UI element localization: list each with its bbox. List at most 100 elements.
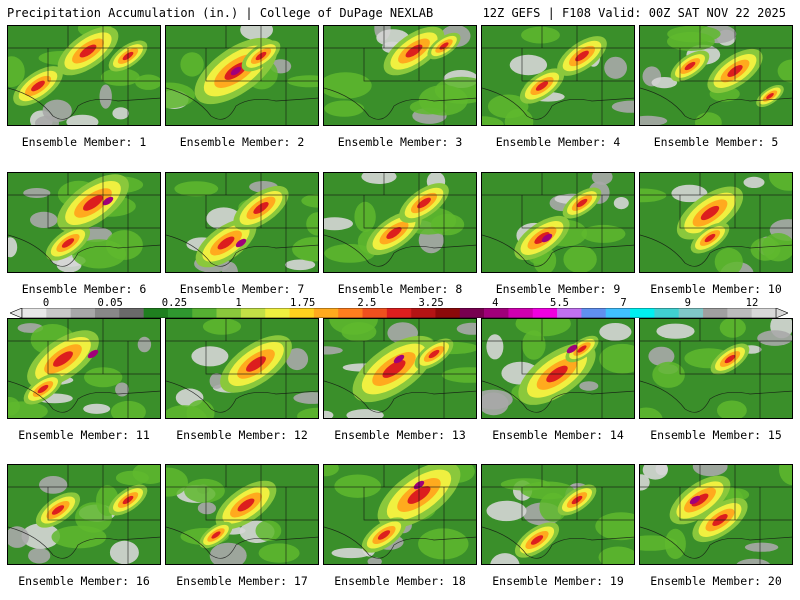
colorbar-swatch bbox=[338, 308, 363, 318]
ensemble-member-map bbox=[481, 464, 635, 565]
ensemble-member-label: Ensemble Member: 9 bbox=[495, 282, 621, 296]
colorbar-tick-label: 12 bbox=[745, 297, 759, 309]
precip-map-graphic bbox=[640, 26, 792, 125]
colorbar-tick-label: 5.5 bbox=[550, 297, 569, 309]
colorbar-tick-label: 2.5 bbox=[357, 297, 377, 309]
ensemble-member-map bbox=[639, 25, 793, 126]
ensemble-member-map bbox=[165, 318, 319, 419]
colorbar-swatch bbox=[703, 308, 728, 318]
colorbar-swatch bbox=[557, 308, 582, 318]
ensemble-member-label: Ensemble Member: 11 bbox=[18, 428, 150, 442]
ensemble-member-map bbox=[481, 25, 635, 126]
precip-map-graphic bbox=[166, 26, 318, 125]
ensemble-member-label: Ensemble Member: 12 bbox=[176, 428, 308, 442]
precip-map-graphic bbox=[166, 465, 318, 564]
ensemble-member-label: Ensemble Member: 7 bbox=[179, 282, 305, 296]
colorbar-swatch bbox=[289, 308, 315, 318]
ensemble-member-label: Ensemble Member: 10 bbox=[650, 282, 782, 296]
colorbar-swatch bbox=[484, 308, 509, 318]
ensemble-member-label: Ensemble Member: 16 bbox=[18, 574, 150, 588]
colorbar-swatch bbox=[678, 308, 704, 318]
colorbar-tick-label: 0.05 bbox=[97, 297, 123, 309]
precip-map-graphic bbox=[324, 319, 476, 418]
colorbar-swatch bbox=[508, 308, 534, 318]
colorbar-swatch bbox=[119, 308, 144, 318]
precip-map-graphic bbox=[324, 465, 476, 564]
colorbar-swatch bbox=[630, 308, 655, 318]
colorbar-swatch bbox=[581, 308, 607, 318]
colorbar-swatch bbox=[313, 308, 339, 318]
ensemble-member-map bbox=[7, 25, 161, 126]
precip-map-graphic bbox=[640, 173, 792, 272]
precip-colorbar bbox=[10, 308, 788, 318]
colorbar-swatch bbox=[143, 308, 169, 318]
ensemble-member-map bbox=[481, 172, 635, 273]
colorbar-swatch bbox=[240, 308, 266, 318]
ensemble-member-map bbox=[165, 464, 319, 565]
precip-map-graphic bbox=[324, 173, 476, 272]
ensemble-member-map bbox=[639, 464, 793, 565]
ensemble-member-label: Ensemble Member: 15 bbox=[650, 428, 782, 442]
ensemble-member-label: Ensemble Member: 6 bbox=[21, 282, 147, 296]
ensemble-member-map bbox=[323, 464, 477, 565]
map-title: Precipitation Accumulation (in.) | Colle… bbox=[7, 6, 434, 20]
colorbar-tick-label: 4 bbox=[492, 297, 499, 309]
ensemble-member-map bbox=[639, 172, 793, 273]
precip-map-graphic bbox=[482, 465, 634, 564]
ensemble-member-map bbox=[323, 318, 477, 419]
ensemble-member-map bbox=[165, 25, 319, 126]
colorbar-swatch bbox=[94, 308, 120, 318]
colorbar-tick-label: 1.75 bbox=[290, 297, 316, 309]
colorbar-swatch bbox=[362, 308, 388, 318]
ensemble-member-label: Ensemble Member: 1 bbox=[21, 135, 147, 149]
colorbar-swatch bbox=[70, 308, 96, 318]
ensemble-member-label: Ensemble Member: 19 bbox=[492, 574, 624, 588]
colorbar-swatch bbox=[727, 308, 752, 318]
ensemble-member-map bbox=[165, 172, 319, 273]
ensemble-member-label: Ensemble Member: 14 bbox=[492, 428, 624, 442]
colorbar-swatch bbox=[216, 308, 242, 318]
colorbar-swatch bbox=[22, 308, 47, 318]
ensemble-member-map bbox=[323, 172, 477, 273]
precip-map-graphic bbox=[166, 173, 318, 272]
precip-map-graphic bbox=[324, 26, 476, 125]
ensemble-member-map bbox=[7, 464, 161, 565]
precip-map-graphic bbox=[482, 26, 634, 125]
colorbar-tick-label: 0.25 bbox=[161, 297, 188, 309]
colorbar-swatch bbox=[411, 308, 436, 318]
precip-map-graphic bbox=[482, 173, 634, 272]
colorbar-swatch bbox=[751, 308, 777, 318]
ensemble-member-label: Ensemble Member: 17 bbox=[176, 574, 308, 588]
colorbar-swatch bbox=[435, 308, 461, 318]
ensemble-member-label: Ensemble Member: 13 bbox=[334, 428, 466, 442]
precip-map-graphic bbox=[640, 465, 792, 564]
colorbar-swatch bbox=[532, 308, 558, 318]
precip-map-graphic bbox=[482, 319, 634, 418]
colorbar-tick-label: 7 bbox=[620, 297, 627, 309]
precip-map-graphic bbox=[640, 319, 792, 418]
colorbar-swatch bbox=[654, 308, 680, 318]
ensemble-member-map bbox=[7, 172, 161, 273]
ensemble-member-map bbox=[639, 318, 793, 419]
ensemble-member-label: Ensemble Member: 3 bbox=[337, 135, 463, 149]
colorbar-tick-label: 9 bbox=[684, 297, 691, 309]
ensemble-member-map bbox=[323, 25, 477, 126]
ensemble-member-label: Ensemble Member: 18 bbox=[334, 574, 466, 588]
colorbar-swatch bbox=[192, 308, 217, 318]
ensemble-member-map bbox=[481, 318, 635, 419]
colorbar-swatch bbox=[605, 308, 631, 318]
colorbar-tick-label: 1 bbox=[235, 297, 242, 309]
colorbar-swatch bbox=[265, 308, 290, 318]
ensemble-member-label: Ensemble Member: 8 bbox=[337, 282, 463, 296]
colorbar-swatch bbox=[386, 308, 412, 318]
ensemble-member-label: Ensemble Member: 5 bbox=[653, 135, 779, 149]
colorbar-swatch bbox=[459, 308, 485, 318]
ensemble-member-map bbox=[7, 318, 161, 419]
colorbar-tick-label: 3.25 bbox=[418, 297, 444, 309]
ensemble-member-label: Ensemble Member: 20 bbox=[650, 574, 782, 588]
colorbar-swatch bbox=[46, 308, 71, 318]
colorbar-tick-label: 0 bbox=[42, 297, 50, 309]
precip-map-graphic bbox=[8, 319, 160, 418]
colorbar-swatch bbox=[167, 308, 193, 318]
ensemble-member-label: Ensemble Member: 4 bbox=[495, 135, 621, 149]
